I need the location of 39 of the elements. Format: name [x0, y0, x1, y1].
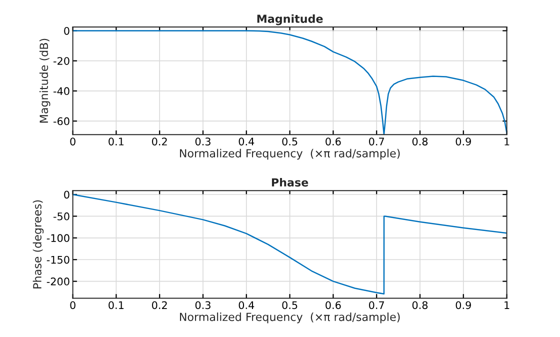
- x-tick-label: 0.1: [108, 301, 124, 310]
- x-tick-label: 0.3: [195, 301, 210, 310]
- y-tick-label: -20: [54, 57, 70, 65]
- y-axis-title: Magnitude (dB): [39, 38, 50, 123]
- y-tick-label: 0: [64, 190, 70, 199]
- x-tick-label: 0.6: [326, 301, 341, 310]
- x-tick-label: 0.4: [238, 301, 254, 310]
- x-tick-label: 0.7: [369, 301, 384, 310]
- line-series: [72, 30, 507, 135]
- y-tick-label: -60: [54, 117, 70, 126]
- x-tick-label: 0: [70, 138, 76, 146]
- y-tick-label: -150: [46, 256, 70, 264]
- x-tick-label: 0.8: [412, 301, 428, 310]
- x-tick-label: 0: [70, 301, 76, 310]
- x-tick-label: 0.2: [152, 301, 167, 310]
- line-series: [72, 194, 507, 295]
- y-tick-label: -200: [46, 278, 70, 286]
- y-tick-label: -40: [54, 87, 70, 96]
- x-tick-label: 0.8: [412, 138, 428, 146]
- x-tick-label: 0.7: [369, 138, 384, 146]
- x-axis-title: Normalized Frequency (×π rad/sample): [180, 312, 400, 324]
- x-tick-label: 0.9: [456, 301, 471, 310]
- x-tick-label: 0.4: [238, 138, 254, 146]
- x-tick-label: 0.2: [152, 138, 167, 146]
- chart-title: Phase: [272, 178, 308, 187]
- x-tick-label: 0.9: [456, 138, 471, 146]
- y-tick-label: -100: [46, 234, 70, 242]
- y-tick-label: 0: [64, 26, 70, 35]
- y-tick-label: -50: [54, 212, 70, 220]
- x-tick-label: 0.1: [108, 138, 124, 146]
- x-tick-label: 1: [504, 301, 510, 309]
- x-tick-label: 0.5: [282, 301, 298, 310]
- x-axis-title: Normalized Frequency (×π rad/sample): [180, 148, 400, 160]
- x-tick-label: 0.3: [195, 138, 210, 146]
- x-tick-label: 0.5: [282, 138, 298, 146]
- x-tick-label: 1: [504, 138, 510, 146]
- x-tick-label: 0.6: [326, 138, 341, 146]
- y-axis-title: Phase (degrees): [32, 200, 44, 288]
- chart-title: Magnitude: [257, 14, 323, 26]
